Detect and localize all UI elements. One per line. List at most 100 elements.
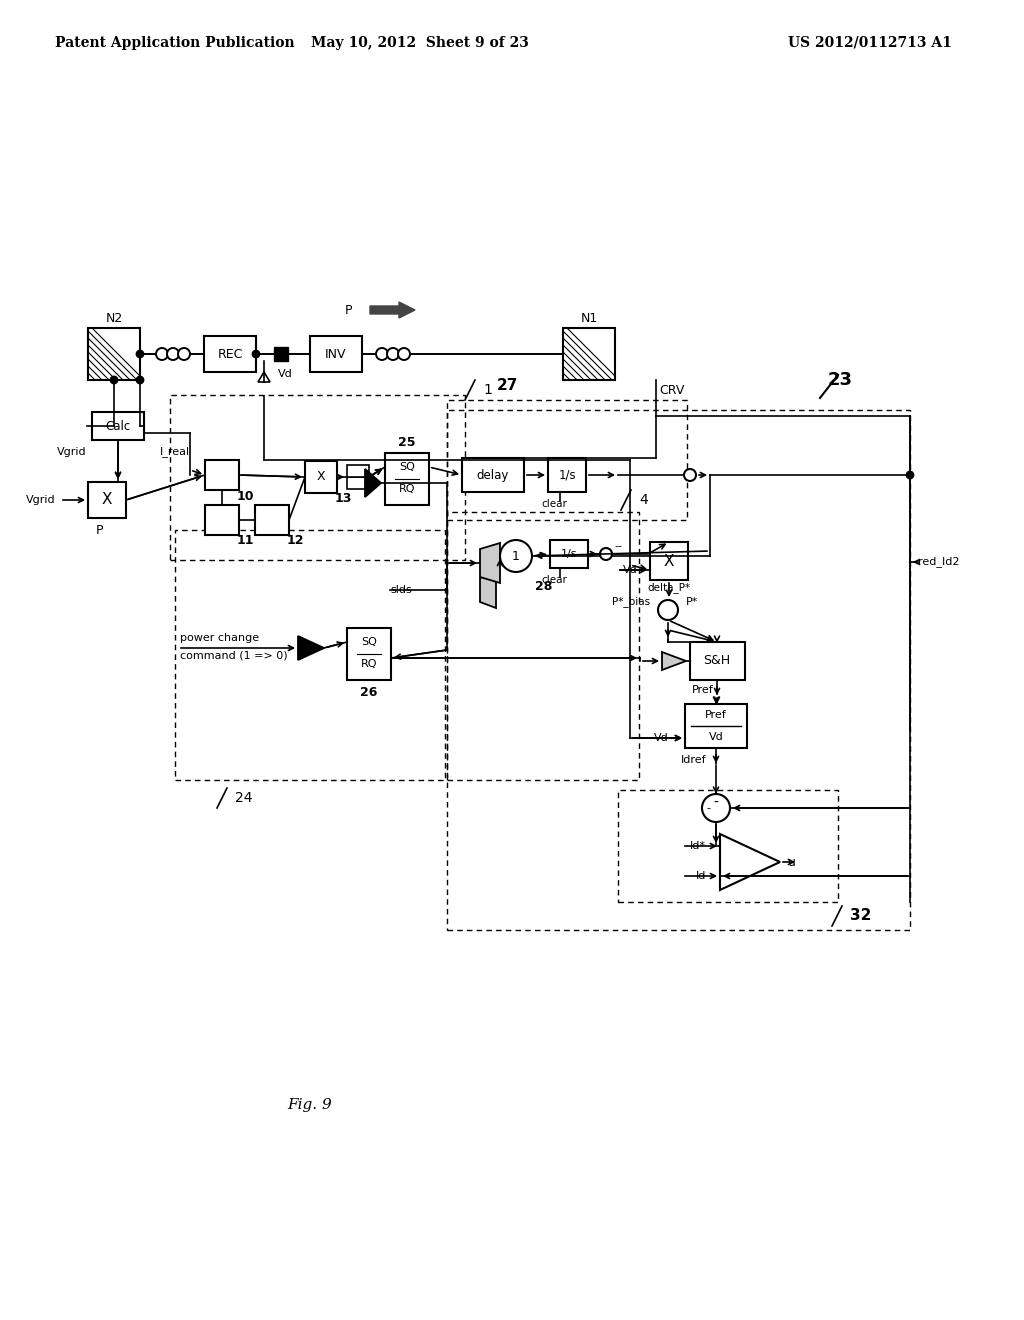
Bar [175,531,445,780]
Bar [88,482,126,517]
Bar [685,704,746,748]
Text: N1: N1 [581,312,598,325]
FancyArrow shape [370,302,415,318]
Text: 23: 23 [827,371,853,389]
Text: SQ: SQ [399,462,415,473]
Bar [548,458,586,492]
Text: N2: N2 [105,312,123,325]
Text: REC: REC [217,347,243,360]
Text: red_Id2: red_Id2 [918,557,959,568]
Text: Id: Id [695,871,706,880]
Circle shape [111,376,118,384]
Text: Vd: Vd [624,565,638,576]
Bar [205,506,239,535]
Text: Pref: Pref [706,710,727,719]
Text: RQ: RQ [360,659,377,669]
Circle shape [376,348,388,360]
Bar [690,642,745,680]
Bar [447,512,639,780]
Polygon shape [298,636,324,660]
Circle shape [500,540,532,572]
Circle shape [167,348,179,360]
Text: X: X [101,492,113,507]
Text: 24: 24 [234,791,253,805]
Text: Id*: Id* [690,841,706,851]
Text: X: X [664,553,674,569]
Polygon shape [662,652,686,671]
Bar [170,395,465,560]
Bar [618,789,838,902]
Text: power change: power change [180,634,259,643]
Text: Pref: Pref [692,685,714,696]
Text: 11: 11 [237,535,254,548]
Text: P*: P* [686,597,698,607]
Text: slds: slds [390,585,412,595]
Bar [274,347,288,360]
Circle shape [684,469,696,480]
Text: S&H: S&H [703,655,730,668]
Circle shape [136,351,143,358]
Bar [563,327,615,380]
Bar [305,461,337,492]
Circle shape [178,348,190,360]
Bar [462,458,524,492]
Bar [347,477,369,488]
Bar [347,628,391,680]
Text: 25: 25 [398,437,416,450]
Circle shape [387,348,399,360]
Text: Patent Application Publication: Patent Application Publication [55,36,295,50]
Bar [550,540,588,568]
Polygon shape [480,543,500,583]
Text: Fig. 9: Fig. 9 [288,1098,333,1111]
Text: clear: clear [541,499,567,510]
Text: clear: clear [541,576,567,585]
Text: 10: 10 [237,490,254,503]
Circle shape [702,795,730,822]
Text: Vd: Vd [278,370,293,379]
Text: delta_P*: delta_P* [647,582,690,594]
Circle shape [136,376,143,384]
Text: Vd: Vd [654,733,669,743]
Bar [205,459,239,490]
Text: P: P [344,304,352,317]
Bar [650,543,688,579]
Text: 32: 32 [850,908,871,924]
Text: Vgrid: Vgrid [57,447,87,457]
Text: -: - [706,803,710,813]
Text: 28: 28 [536,579,553,593]
Text: P*_bias: P*_bias [612,597,650,607]
Bar [255,506,289,535]
Polygon shape [365,469,381,498]
Text: -: - [714,796,719,810]
Circle shape [906,471,913,479]
Bar [92,412,144,440]
Bar [88,327,140,380]
Text: Vgrid: Vgrid [27,495,56,506]
Bar [447,411,910,931]
Text: --: -- [614,541,622,550]
Text: CRV: CRV [659,384,684,396]
Text: INV: INV [326,347,347,360]
Circle shape [600,548,612,560]
Text: command (1 => 0): command (1 => 0) [180,651,288,661]
Bar [385,453,429,506]
Text: u: u [788,855,796,869]
Circle shape [253,351,259,358]
Circle shape [658,601,678,620]
Text: RQ: RQ [398,484,416,494]
Polygon shape [480,572,496,609]
Circle shape [156,348,168,360]
Text: I_real: I_real [160,446,190,458]
Bar [347,465,369,477]
Text: 27: 27 [497,379,518,393]
Bar [204,337,256,372]
Text: X: X [316,470,326,483]
Text: Calc: Calc [105,420,131,433]
Text: 1/s: 1/s [558,469,575,482]
Text: 1: 1 [483,383,492,397]
Text: US 2012/0112713 A1: US 2012/0112713 A1 [788,36,952,50]
Text: P: P [96,524,103,536]
Text: Vd: Vd [709,733,723,742]
Text: SQ: SQ [361,638,377,647]
Circle shape [398,348,410,360]
